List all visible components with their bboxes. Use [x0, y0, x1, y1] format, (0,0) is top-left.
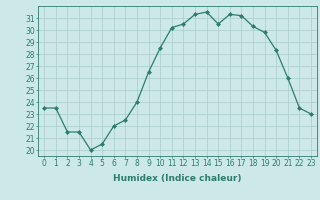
X-axis label: Humidex (Indice chaleur): Humidex (Indice chaleur)	[113, 174, 242, 183]
